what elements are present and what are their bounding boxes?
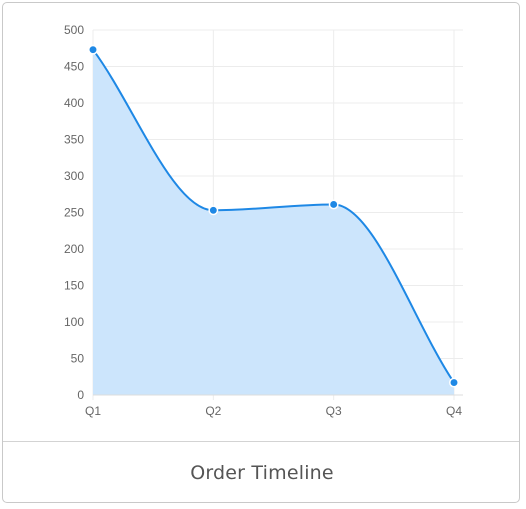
y-tick-label: 350 [64,133,84,147]
y-tick-label: 150 [64,279,84,293]
data-point [449,377,459,388]
series-line [92,48,455,384]
x-tick-label: Q4 [446,404,462,418]
y-tick-label: 50 [71,352,85,366]
data-point [328,199,339,210]
y-tick-label: 200 [64,242,84,256]
y-tick-label: 400 [64,96,84,110]
area-fill [93,49,454,396]
y-tick-label: 250 [64,206,84,220]
x-tick-label: Q3 [326,404,342,418]
y-tick-label: 300 [64,169,84,183]
data-point [88,44,98,55]
chart-area: 0 50 100 150 200 250 300 350 400 450 500 Q1 Q2 Q3 Q4 [3,3,519,441]
area-series [92,48,455,396]
x-tick-label: Q2 [205,404,221,418]
data-points [88,44,459,388]
y-tick-label: 100 [64,315,84,329]
x-axis-ticks: Q1 Q2 Q3 Q4 [85,404,462,418]
y-axis-ticks: 0 50 100 150 200 250 300 350 400 450 500 [64,23,84,402]
chart-title: Order Timeline [190,462,334,484]
chart-card: 0 50 100 150 200 250 300 350 400 450 500 Q1 Q2 Q3 Q4 … [2,2,520,503]
y-tick-label: 500 [64,23,84,37]
y-tick-label: 450 [64,60,84,74]
y-tick-label: 0 [77,388,84,402]
area-chart: 0 50 100 150 200 250 300 350 400 450 500 Q1 Q2 Q3 Q4 [64,23,463,418]
chart-footer: Order Timeline [3,441,519,502]
data-point [208,205,219,216]
x-tick-label: Q1 [85,404,101,418]
